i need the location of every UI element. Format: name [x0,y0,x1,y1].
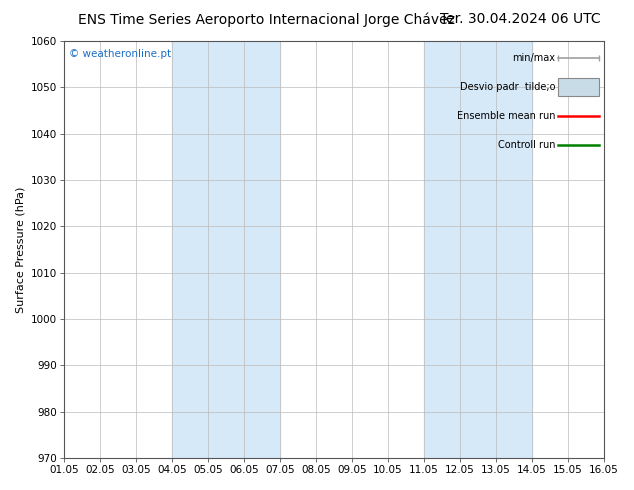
Bar [424,41,532,458]
Bar [558,77,598,97]
Text: Ensemble mean run: Ensemble mean run [457,111,555,121]
Text: Desvio padr  tilde;o: Desvio padr tilde;o [460,82,555,92]
Text: © weatheronline.pt: © weatheronline.pt [69,49,171,59]
Text: ENS Time Series Aeroporto Internacional Jorge Chávez: ENS Time Series Aeroporto Internacional … [78,12,455,27]
Y-axis label: Surface Pressure (hPa): Surface Pressure (hPa) [15,186,25,313]
Bar [172,41,280,458]
Text: Controll run: Controll run [498,140,555,150]
Text: min/max: min/max [512,53,555,63]
Text: Ter. 30.04.2024 06 UTC: Ter. 30.04.2024 06 UTC [439,12,600,26]
